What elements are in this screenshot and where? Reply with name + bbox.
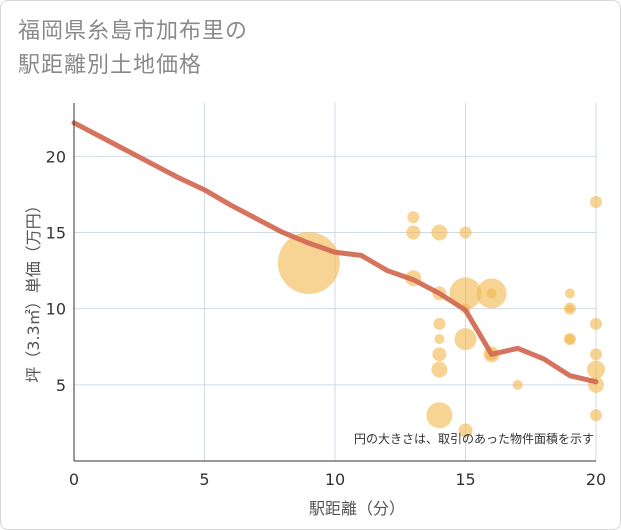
x-tick-label: 0	[69, 470, 79, 489]
size-annotation: 円の大きさは、取引のあった物件面積を示す	[354, 431, 594, 446]
data-bubble	[459, 226, 472, 239]
bubbles	[277, 196, 605, 438]
y-tick-label: 10	[46, 300, 66, 319]
data-bubble	[431, 361, 448, 378]
x-axis-title: 駅距離（分）	[309, 499, 405, 518]
trend-line-group	[71, 120, 599, 385]
chart-title: 福岡県糸島市加布里の 駅距離別土地価格	[18, 15, 248, 83]
grid	[74, 103, 597, 461]
y-tick-label: 20	[46, 147, 66, 166]
data-bubble	[432, 347, 447, 362]
data-bubble	[458, 423, 473, 438]
data-bubble	[426, 402, 453, 429]
y-tick-label: 15	[46, 223, 66, 242]
chart-title-line-1: 福岡県糸島市加布里の	[18, 19, 249, 44]
data-bubble	[590, 409, 602, 422]
data-bubble	[590, 317, 602, 330]
chart-title-line-2: 駅距離別土地価格	[18, 53, 203, 78]
data-bubble	[406, 225, 421, 240]
data-bubble	[454, 328, 477, 351]
data-bubble	[590, 196, 602, 209]
y-axis-title: 坪（3.3㎡）単価（万円）	[24, 197, 43, 382]
data-bubble	[564, 288, 575, 299]
x-tick-label: 15	[455, 470, 475, 489]
y-tick-label: 5	[56, 376, 66, 395]
data-bubble	[590, 348, 602, 361]
data-bubble	[433, 317, 446, 330]
x-tick-label: 5	[199, 470, 209, 489]
x-tick-label: 20	[586, 470, 606, 489]
x-tick-label: 10	[325, 470, 345, 489]
data-bubble	[449, 277, 482, 310]
trend-line	[71, 120, 599, 385]
data-bubble	[512, 379, 523, 390]
data-bubble	[565, 304, 574, 313]
axes: 0 5 10 15 20 5 10 15 20	[46, 103, 606, 489]
data-bubble	[486, 288, 497, 299]
data-bubble	[434, 334, 445, 345]
data-bubble	[564, 334, 575, 345]
data-bubble	[587, 360, 605, 379]
data-bubble	[407, 211, 420, 224]
data-bubble	[431, 224, 448, 241]
